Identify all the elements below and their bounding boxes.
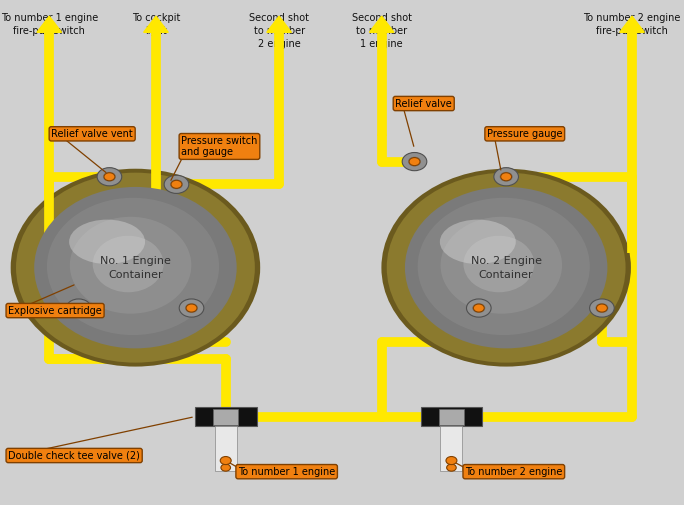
Text: Pressure gauge: Pressure gauge (487, 129, 562, 139)
Ellipse shape (391, 176, 622, 360)
FancyBboxPatch shape (421, 407, 482, 426)
Ellipse shape (11, 169, 260, 367)
Ellipse shape (70, 217, 192, 314)
Text: No. 2 Engine
Container: No. 2 Engine Container (471, 256, 542, 280)
Polygon shape (37, 16, 62, 32)
Ellipse shape (17, 174, 254, 362)
Ellipse shape (18, 175, 252, 361)
Ellipse shape (20, 176, 251, 360)
Text: Double check tee valve (2): Double check tee valve (2) (8, 450, 140, 461)
Ellipse shape (93, 236, 163, 292)
Circle shape (596, 304, 607, 312)
Ellipse shape (385, 172, 627, 364)
Ellipse shape (383, 170, 629, 366)
Circle shape (501, 173, 512, 181)
Circle shape (408, 157, 421, 166)
Ellipse shape (389, 175, 623, 361)
Ellipse shape (14, 171, 257, 365)
Ellipse shape (386, 173, 626, 363)
Text: Explosive cartridge: Explosive cartridge (8, 306, 102, 316)
Circle shape (446, 457, 457, 465)
Circle shape (494, 168, 518, 186)
Text: Relief valve vent: Relief valve vent (51, 129, 133, 139)
FancyBboxPatch shape (195, 407, 256, 426)
Ellipse shape (388, 174, 624, 362)
Text: Relief valve: Relief valve (395, 98, 452, 109)
Circle shape (409, 158, 420, 166)
Circle shape (66, 299, 91, 317)
Circle shape (164, 175, 189, 193)
Circle shape (220, 457, 231, 465)
Circle shape (466, 299, 491, 317)
Text: To cockpit
light: To cockpit light (132, 13, 180, 36)
Ellipse shape (464, 236, 534, 292)
Circle shape (402, 153, 427, 171)
Circle shape (104, 173, 115, 181)
Circle shape (73, 304, 84, 312)
Circle shape (97, 168, 122, 186)
Polygon shape (267, 16, 291, 32)
FancyBboxPatch shape (439, 409, 464, 425)
Text: Second shot
to number
2 engine: Second shot to number 2 engine (249, 13, 309, 49)
Circle shape (73, 304, 85, 313)
Circle shape (185, 304, 198, 313)
Text: To number 1 engine: To number 1 engine (238, 467, 335, 477)
Text: No. 1 Engine
Container: No. 1 Engine Container (100, 256, 171, 280)
Circle shape (171, 180, 182, 188)
Text: To number 1 engine
fire-pull switch: To number 1 engine fire-pull switch (1, 13, 98, 36)
FancyBboxPatch shape (215, 426, 237, 471)
Ellipse shape (384, 171, 628, 365)
Circle shape (170, 180, 183, 189)
Ellipse shape (382, 169, 631, 367)
Circle shape (590, 299, 614, 317)
Polygon shape (369, 16, 394, 32)
Circle shape (447, 464, 456, 471)
Circle shape (473, 304, 485, 313)
Circle shape (596, 304, 608, 313)
Circle shape (473, 304, 484, 312)
Circle shape (179, 299, 204, 317)
Ellipse shape (405, 187, 607, 348)
Circle shape (500, 172, 512, 181)
FancyBboxPatch shape (213, 409, 238, 425)
Ellipse shape (440, 217, 562, 314)
Circle shape (103, 172, 116, 181)
Ellipse shape (440, 220, 516, 264)
Circle shape (221, 464, 231, 471)
Polygon shape (144, 16, 168, 32)
FancyBboxPatch shape (440, 426, 462, 471)
Ellipse shape (69, 220, 145, 264)
Ellipse shape (12, 170, 259, 366)
Text: To number 2 engine
fire-pull switch: To number 2 engine fire-pull switch (583, 13, 681, 36)
Ellipse shape (14, 172, 256, 364)
Ellipse shape (418, 198, 590, 335)
Polygon shape (620, 16, 644, 32)
Ellipse shape (34, 187, 237, 348)
Ellipse shape (47, 198, 219, 335)
Ellipse shape (16, 173, 255, 363)
Text: Second shot
to number
1 engine: Second shot to number 1 engine (352, 13, 412, 49)
Text: Pressure switch
and gauge: Pressure switch and gauge (181, 136, 258, 157)
Circle shape (186, 304, 197, 312)
Text: To number 2 engine: To number 2 engine (465, 467, 562, 477)
